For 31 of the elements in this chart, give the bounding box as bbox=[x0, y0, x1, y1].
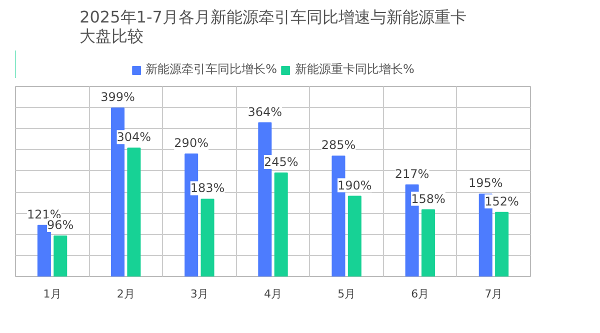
data-label: 290% bbox=[174, 136, 208, 150]
x-tick-label: 7月 bbox=[484, 288, 503, 300]
bar bbox=[200, 198, 214, 276]
data-label: 304% bbox=[116, 130, 152, 144]
x-tick-label: 2月 bbox=[116, 288, 135, 300]
data-label: 152% bbox=[484, 194, 519, 208]
data-label: 245% bbox=[264, 155, 298, 170]
data-label: 121% bbox=[27, 207, 62, 222]
data-label: 285% bbox=[321, 138, 356, 152]
data-label: 399% bbox=[100, 90, 135, 104]
chart-title: 2025年1-7月各月新能源牵引车同比增速与新能源重卡大盘比较 bbox=[80, 8, 466, 46]
data-label: 183% bbox=[190, 181, 225, 196]
data-label: 190% bbox=[338, 178, 372, 192]
x-tick-label: 3月 bbox=[190, 288, 208, 300]
data-label: 195% bbox=[468, 176, 503, 190]
bar bbox=[495, 212, 509, 276]
bar bbox=[274, 172, 288, 276]
x-tick-label: 1月 bbox=[43, 288, 62, 300]
legend-label: 新能源重卡同比增长% bbox=[295, 61, 414, 78]
x-tick-label: 6月 bbox=[411, 288, 430, 300]
bar bbox=[127, 148, 141, 276]
data-label: 96% bbox=[47, 218, 74, 232]
x-tick-label: 4月 bbox=[264, 288, 282, 300]
data-label: 364% bbox=[248, 104, 282, 119]
legend-label: 新能源牵引车同比增长% bbox=[146, 61, 277, 78]
bar bbox=[54, 235, 68, 276]
data-label: 158% bbox=[411, 192, 446, 206]
bar bbox=[348, 196, 362, 276]
bar bbox=[421, 209, 435, 276]
data-label: 217% bbox=[394, 166, 430, 181]
x-tick-label: 5月 bbox=[338, 288, 356, 300]
